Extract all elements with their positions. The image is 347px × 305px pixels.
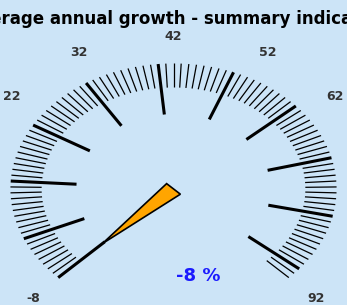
Text: -8: -8 [26, 292, 40, 305]
Text: Average annual growth - summary indicator: Average annual growth - summary indicato… [0, 9, 347, 27]
Text: 32: 32 [70, 46, 88, 59]
Text: 22: 22 [3, 90, 20, 103]
Text: 92: 92 [307, 292, 324, 305]
Polygon shape [102, 184, 180, 244]
Text: -8 %: -8 % [176, 267, 220, 285]
Text: 42: 42 [165, 30, 182, 43]
Text: 52: 52 [259, 46, 277, 59]
Text: 62: 62 [327, 90, 344, 103]
